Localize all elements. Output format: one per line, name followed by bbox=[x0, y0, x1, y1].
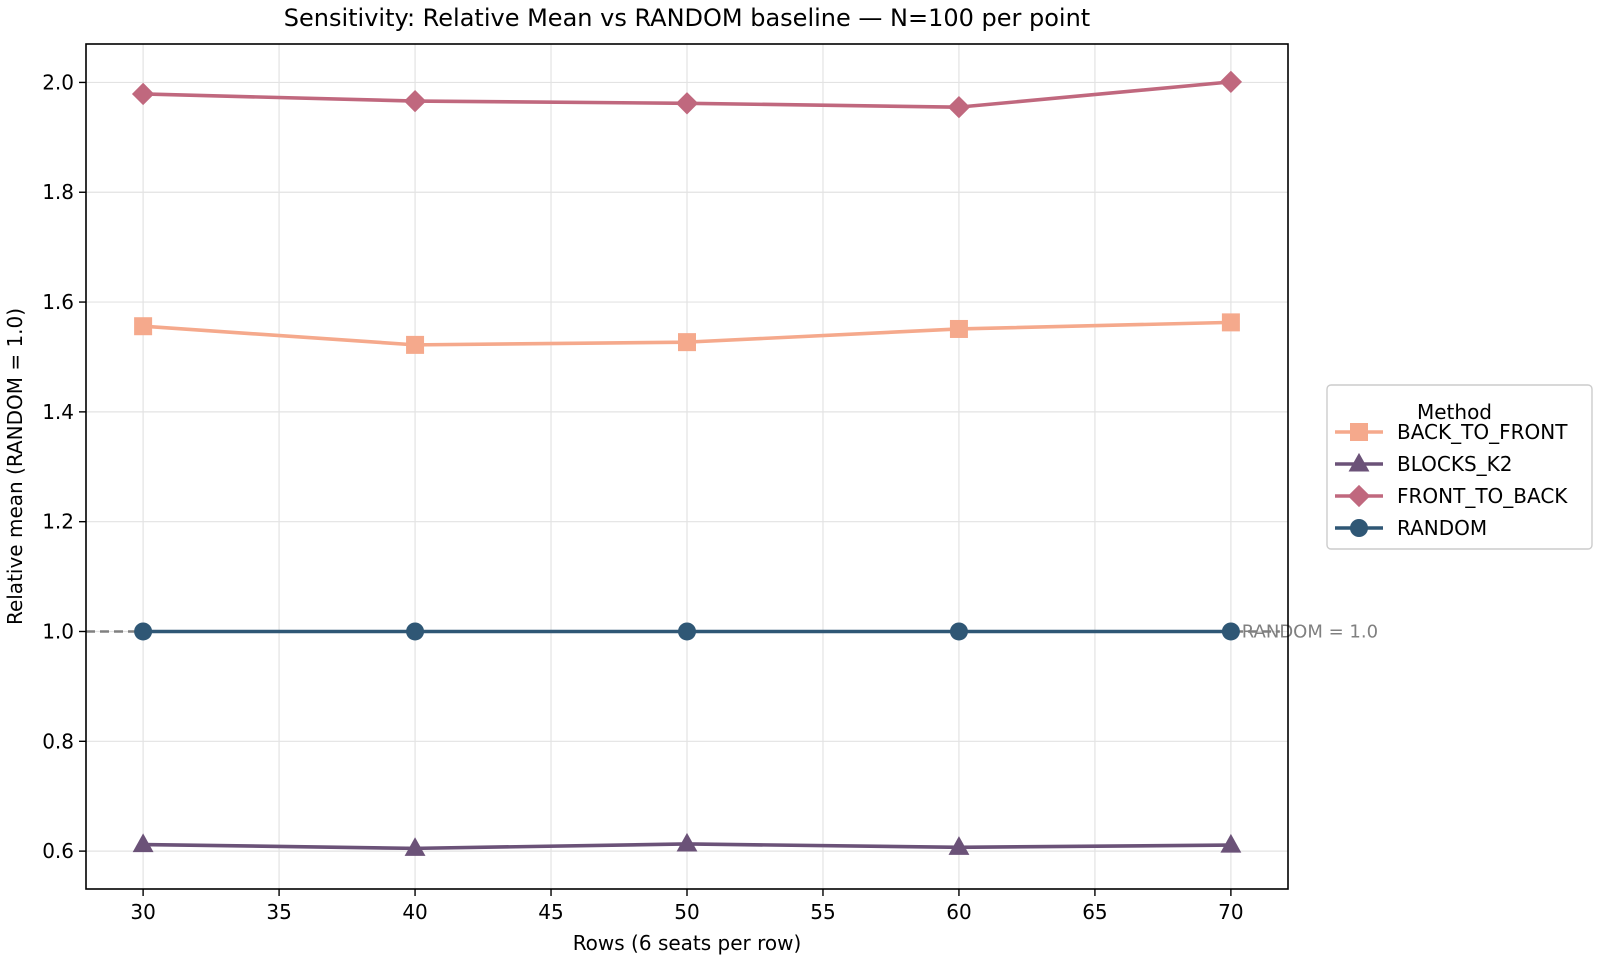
legend-item: BLOCKS_K2 bbox=[1335, 452, 1513, 476]
y-tick-label: 1.4 bbox=[42, 400, 74, 424]
legend-label: BACK_TO_FRONT bbox=[1397, 420, 1568, 444]
data-point bbox=[406, 335, 425, 354]
x-axis-label: Rows (6 seats per row) bbox=[573, 931, 802, 955]
x-axis-ticks: 30 35 40 45 50 55 60 65 70 bbox=[130, 889, 1244, 924]
x-tick-label: 60 bbox=[946, 900, 971, 924]
x-tick-label: 35 bbox=[266, 900, 291, 924]
data-point bbox=[678, 622, 696, 641]
data-point bbox=[948, 836, 970, 855]
legend-box bbox=[1326, 384, 1593, 550]
data-point bbox=[678, 333, 696, 352]
y-axis-label: Relative mean (RANDOM = 1.0) bbox=[3, 308, 27, 625]
data-point bbox=[131, 82, 155, 106]
reference-line-label: RANDOM = 1.0 bbox=[1242, 621, 1378, 642]
x-tick-label: 30 bbox=[130, 900, 155, 924]
x-tick-label: 70 bbox=[1218, 900, 1243, 924]
series-blocks-k2 bbox=[132, 832, 1242, 856]
x-tick-label: 55 bbox=[810, 900, 835, 924]
x-tick-label: 50 bbox=[674, 900, 699, 924]
data-point bbox=[403, 89, 427, 113]
y-axis-ticks: 0.6 0.8 1.0 1.2 1.4 1.6 1.8 2.0 bbox=[42, 70, 86, 863]
series-back-to-front bbox=[134, 313, 1240, 354]
legend-marker bbox=[1350, 423, 1368, 441]
data-point bbox=[1219, 70, 1243, 94]
data-point bbox=[134, 317, 153, 336]
legend-item: BACK_TO_FRONT bbox=[1335, 420, 1568, 444]
legend-item: RANDOM bbox=[1335, 516, 1487, 540]
data-point bbox=[134, 622, 153, 641]
y-tick-label: 1.0 bbox=[42, 619, 74, 643]
legend-item: FRONT_TO_BACK bbox=[1335, 484, 1568, 508]
data-point bbox=[949, 319, 968, 338]
chart-title: Sensitivity: Relative Mean vs RANDOM bas… bbox=[284, 4, 1090, 32]
series-front-to-back bbox=[131, 70, 1243, 119]
series-random bbox=[134, 622, 1240, 641]
y-tick-label: 1.8 bbox=[42, 180, 74, 204]
data-point bbox=[1220, 833, 1242, 853]
data-point bbox=[132, 833, 154, 853]
legend-label: RANDOM bbox=[1397, 516, 1487, 540]
y-tick-label: 2.0 bbox=[42, 70, 74, 94]
legend-label: BLOCKS_K2 bbox=[1397, 452, 1513, 476]
data-point bbox=[949, 622, 968, 641]
legend-label: FRONT_TO_BACK bbox=[1397, 484, 1568, 508]
series-group bbox=[131, 70, 1243, 856]
data-point bbox=[1221, 622, 1240, 641]
y-tick-label: 0.8 bbox=[42, 729, 74, 753]
legend-marker bbox=[1350, 519, 1368, 537]
data-point bbox=[676, 832, 698, 852]
x-tick-label: 45 bbox=[538, 900, 563, 924]
legend-marker bbox=[1347, 484, 1371, 508]
y-tick-label: 1.6 bbox=[42, 290, 74, 314]
y-tick-label: 1.2 bbox=[42, 510, 74, 534]
data-point bbox=[404, 837, 426, 856]
legend-title: Method bbox=[1417, 400, 1492, 424]
data-point bbox=[675, 92, 699, 115]
legend-marker bbox=[1348, 452, 1370, 472]
data-point bbox=[406, 622, 425, 641]
data-point bbox=[1221, 313, 1240, 332]
y-tick-label: 0.6 bbox=[42, 839, 74, 863]
x-tick-label: 40 bbox=[402, 900, 427, 924]
x-tick-label: 65 bbox=[1082, 900, 1107, 924]
data-point bbox=[947, 95, 971, 119]
